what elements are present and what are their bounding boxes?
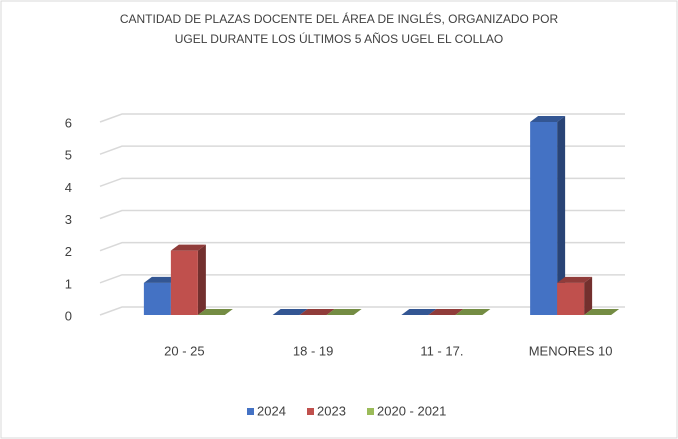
- bar-top: [557, 276, 593, 283]
- bar: [557, 282, 585, 315]
- bar: [143, 282, 171, 315]
- y-tick-label: 0: [65, 308, 72, 323]
- legend-label: 2024: [257, 403, 286, 418]
- bar-top: [428, 309, 464, 315]
- x-tick-label: 18 - 19: [293, 343, 333, 358]
- bar-side: [197, 244, 206, 315]
- y-tick-label: 1: [65, 276, 72, 291]
- bar-top: [326, 309, 362, 315]
- x-tick-label: 11 - 17.: [420, 343, 463, 358]
- y-tick-label: 2: [65, 244, 72, 259]
- bar-top: [170, 244, 206, 251]
- grid-line: [99, 209, 625, 220]
- grid-line: [99, 113, 625, 123]
- grid-line: [99, 274, 625, 284]
- bar-top: [530, 116, 566, 122]
- y-tick-label: 4: [65, 180, 72, 195]
- legend-swatch: [307, 408, 314, 415]
- legend-label: 2020 - 2021: [377, 403, 446, 418]
- bar: [530, 122, 558, 315]
- x-tick-label: 20 - 25: [164, 343, 204, 358]
- bar-top: [299, 309, 335, 315]
- bar-top: [272, 309, 308, 315]
- bar-top: [143, 276, 179, 283]
- bar-side: [584, 276, 593, 315]
- y-tick-label: 5: [65, 148, 72, 163]
- bar-side: [557, 116, 566, 315]
- legend-label: 2023: [317, 403, 346, 418]
- x-tick-label: MENORES 10: [529, 343, 613, 358]
- grid-line: [99, 241, 625, 252]
- y-tick-label: 3: [65, 212, 72, 227]
- bar: [170, 250, 198, 315]
- chart-title: CANTIDAD DE PLAZAS DOCENTE DEL ÁREA DE I…: [120, 11, 559, 26]
- grid-line: [99, 177, 625, 188]
- bar-top: [455, 309, 491, 315]
- y-tick-label: 6: [65, 115, 72, 130]
- bar-top: [401, 309, 437, 315]
- chart-title: UGEL DURANTE LOS ÚLTIMOS 5 AÑOS UGEL EL …: [175, 31, 504, 46]
- legend-swatch: [367, 408, 374, 415]
- bar-top: [584, 309, 620, 315]
- legend-swatch: [247, 408, 254, 415]
- bar-top: [197, 309, 233, 315]
- grid-line: [99, 306, 625, 316]
- grid-line: [99, 145, 625, 155]
